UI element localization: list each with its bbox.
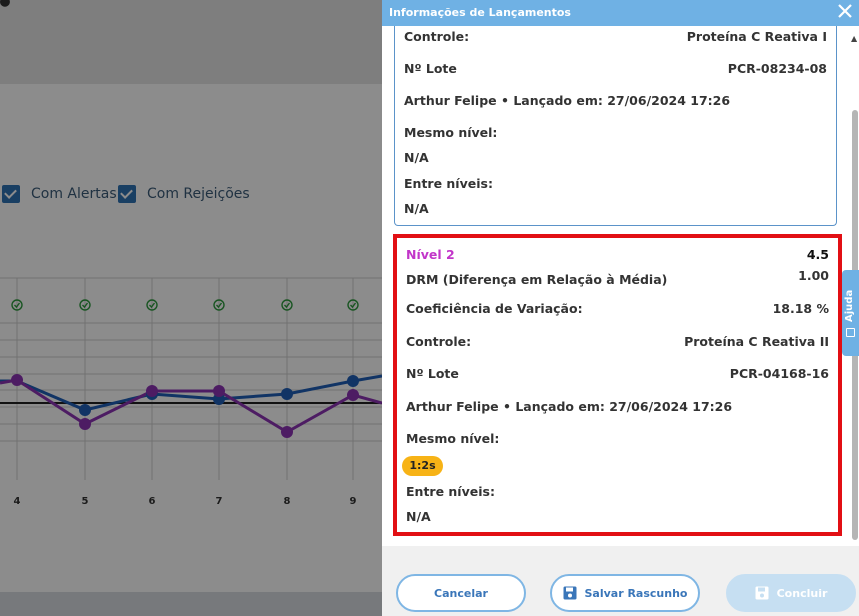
check-circle-icon xyxy=(281,299,293,311)
launched-by: Arthur Felipe • Lançado em: 27/06/2024 1… xyxy=(404,93,731,108)
cv-row: Coeficiência de Variação: 18.18 % xyxy=(406,301,829,316)
drm-value: 1.00 xyxy=(798,268,829,283)
check-circle-icon xyxy=(11,299,23,311)
cancel-button-label: Cancelar xyxy=(434,586,488,600)
controle-row: Controle: Proteína C Reativa I xyxy=(404,29,827,44)
close-icon[interactable] xyxy=(834,1,856,23)
drm-row: DRM (Diferença em Relação à Média) 1.00 xyxy=(406,268,829,287)
cancel-button[interactable]: Cancelar xyxy=(396,574,526,612)
nivel-value: 4.5 xyxy=(806,247,829,262)
panel-title: Informações de Lançamentos xyxy=(389,6,571,19)
controle-row: Controle: Proteína C Reativa II xyxy=(406,334,829,349)
lote-row: Nº Lote PCR-08234-08 xyxy=(404,61,827,76)
x-tick-label: 8 xyxy=(284,496,291,507)
floppy-disk-icon xyxy=(755,586,769,600)
point[interactable] xyxy=(281,388,293,400)
cv-value: 18.18 % xyxy=(772,301,829,316)
point[interactable] xyxy=(146,385,158,397)
check-circle-icon xyxy=(213,299,225,311)
point[interactable] xyxy=(213,385,225,397)
controle-value: Proteína C Reativa I xyxy=(686,29,827,44)
launch-info-panel: Informações de Lançamentos Controle: Pro… xyxy=(382,0,859,616)
panel-scroll-area[interactable]: Controle: Proteína C Reativa I Nº Lote P… xyxy=(382,26,859,546)
nivel-row: Nível 2 4.5 xyxy=(406,247,829,262)
point[interactable] xyxy=(79,418,91,430)
entre-niveis-label: Entre níveis: xyxy=(406,484,495,499)
check-circle-icon xyxy=(146,299,158,311)
x-tick-label: 5 xyxy=(82,496,89,507)
checkbox-checked-icon[interactable] xyxy=(118,185,136,203)
entre-niveis-value: N/A xyxy=(406,509,431,524)
entre-niveis-label: Entre níveis: xyxy=(404,176,493,191)
drm-label: DRM (Diferença em Relação à Média) xyxy=(406,272,668,287)
levey-jennings-chart: 4 5 6 7 8 9 xyxy=(0,277,382,507)
x-tick-label: 9 xyxy=(350,496,357,507)
mesmo-nivel-value: N/A xyxy=(404,150,429,165)
rule-badge: 1:2s xyxy=(402,456,443,476)
lote-value: PCR-04168-16 xyxy=(729,366,829,381)
background-header: • xyxy=(0,0,382,84)
mesmo-nivel-label: Mesmo nível: xyxy=(404,125,498,140)
controle-label: Controle: xyxy=(404,29,470,44)
point[interactable] xyxy=(347,375,359,387)
launch-card-level-1: Controle: Proteína C Reativa I Nº Lote P… xyxy=(394,26,837,226)
check-circle-icon xyxy=(347,299,359,311)
finish-label: Concluir xyxy=(776,586,828,600)
point[interactable] xyxy=(347,389,359,401)
panel-header: Informações de Lançamentos xyxy=(382,0,859,26)
save-draft-label: Salvar Rascunho xyxy=(584,586,688,600)
point[interactable] xyxy=(281,426,293,438)
modal-overlay[interactable] xyxy=(0,0,382,616)
help-tab-label: Ajuda xyxy=(844,289,855,322)
background-footer xyxy=(0,592,382,616)
filter-label: Com Rejeições xyxy=(147,186,250,202)
finish-button[interactable]: Concluir xyxy=(726,574,856,612)
logo-fragment: • xyxy=(0,0,14,19)
point[interactable] xyxy=(11,374,23,386)
check-circle-icon xyxy=(79,299,91,311)
launch-card-level-2: Nível 2 4.5 DRM (Diferença em Relação à … xyxy=(393,234,842,536)
nivel-label: Nível 2 xyxy=(406,247,455,262)
lote-value: PCR-08234-08 xyxy=(727,61,827,76)
panel-footer: Cancelar Salvar Rascunho Concluir xyxy=(382,546,859,616)
mesmo-nivel-label: Mesmo nível: xyxy=(406,431,500,446)
chart-status-icons xyxy=(11,299,359,311)
x-axis-labels: 4 5 6 7 8 9 xyxy=(14,496,357,507)
scroll-up-arrow-icon[interactable]: ▲ xyxy=(851,34,858,43)
lote-row: Nº Lote PCR-04168-16 xyxy=(406,366,829,381)
filter-label: Com Alertas xyxy=(31,186,117,202)
cv-label: Coeficiência de Variação: xyxy=(406,301,583,316)
x-tick-label: 6 xyxy=(149,496,156,507)
checkbox-checked-icon[interactable] xyxy=(2,185,20,203)
x-tick-label: 7 xyxy=(216,496,223,507)
filter-com-rejeicoes[interactable]: Com Rejeições xyxy=(118,182,250,206)
series-purple-points xyxy=(11,374,359,438)
filter-com-alertas[interactable]: Com Alertas xyxy=(2,182,117,206)
help-tab[interactable]: Ajuda xyxy=(842,270,859,356)
x-tick-label: 4 xyxy=(14,496,21,507)
launched-by: Arthur Felipe • Lançado em: 27/06/2024 1… xyxy=(406,399,733,414)
help-icon xyxy=(846,328,855,337)
save-draft-button[interactable]: Salvar Rascunho xyxy=(550,574,700,612)
lote-label: Nº Lote xyxy=(406,366,459,381)
controle-value: Proteína C Reativa II xyxy=(684,334,829,349)
floppy-disk-icon xyxy=(563,586,576,600)
lote-label: Nº Lote xyxy=(404,61,457,76)
point[interactable] xyxy=(79,404,91,416)
entre-niveis-value: N/A xyxy=(404,201,429,216)
controle-label: Controle: xyxy=(406,334,472,349)
series-purple-line xyxy=(0,378,382,434)
